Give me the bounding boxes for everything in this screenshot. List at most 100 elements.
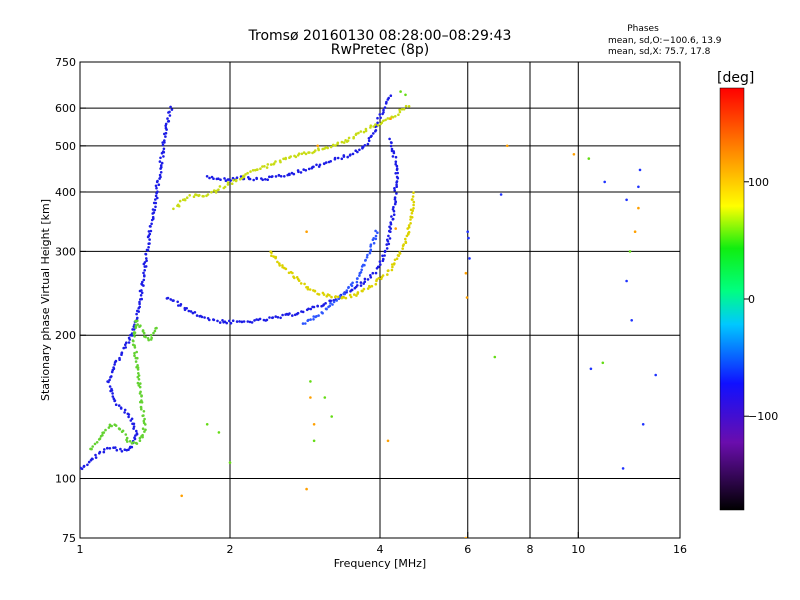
data-point	[306, 286, 310, 289]
data-point	[231, 319, 235, 323]
data-point	[106, 446, 109, 450]
data-point	[349, 295, 353, 299]
data-point	[361, 145, 365, 149]
data-point	[164, 122, 168, 126]
data-point	[135, 429, 138, 433]
data-point	[294, 155, 298, 159]
data-point	[326, 146, 330, 150]
data-point	[265, 318, 269, 322]
data-point	[176, 203, 180, 207]
data-point	[169, 298, 172, 301]
data-point	[143, 274, 146, 277]
data-point	[91, 445, 94, 448]
data-point	[291, 271, 294, 275]
data-point	[102, 450, 106, 454]
data-point	[369, 274, 372, 277]
data-point	[120, 450, 124, 453]
data-point	[370, 134, 373, 138]
data-point	[363, 144, 367, 147]
data-point	[266, 178, 270, 181]
data-point	[394, 227, 398, 230]
data-point	[391, 218, 395, 221]
y-tick-label: 500	[55, 140, 76, 153]
data-point	[86, 463, 89, 467]
data-point	[369, 243, 373, 246]
data-point	[144, 335, 147, 339]
data-point	[212, 318, 216, 322]
data-point	[308, 288, 312, 291]
colorbar-label: [deg]	[717, 70, 754, 86]
y-tick-label: 300	[55, 245, 76, 258]
data-point	[154, 201, 158, 205]
data-point	[265, 166, 269, 169]
data-point	[304, 152, 308, 156]
x-tick-label: 16	[673, 543, 687, 556]
data-point	[142, 278, 146, 282]
data-point	[141, 414, 144, 418]
data-point	[371, 271, 375, 275]
data-point	[331, 303, 334, 306]
data-point	[159, 175, 162, 179]
colorbar-tick-label: −100	[748, 410, 778, 423]
data-point	[395, 192, 398, 195]
data-point	[255, 177, 258, 181]
data-point	[114, 403, 118, 407]
data-point	[368, 251, 372, 255]
data-point	[141, 280, 144, 284]
data-point	[369, 276, 373, 279]
data-point	[407, 105, 411, 108]
data-point	[230, 182, 234, 185]
data-point	[379, 116, 382, 120]
data-point	[304, 322, 307, 325]
data-point	[380, 121, 384, 124]
data-point	[316, 144, 320, 148]
data-point	[271, 175, 274, 178]
data-point	[136, 323, 139, 326]
data-point	[336, 295, 340, 299]
x-axis-label: Frequency [MHz]	[334, 557, 426, 570]
data-point	[296, 169, 300, 172]
y-tick-label: 600	[55, 102, 76, 115]
data-point	[369, 248, 373, 252]
data-point	[407, 230, 411, 234]
data-point	[135, 350, 138, 354]
data-point	[272, 255, 276, 258]
data-point	[322, 293, 326, 296]
data-point	[391, 208, 395, 211]
data-point	[391, 265, 394, 269]
data-point	[394, 162, 398, 166]
data-point	[125, 341, 128, 345]
data-point	[317, 148, 321, 152]
data-point	[300, 152, 304, 156]
data-point	[372, 237, 376, 240]
data-point	[346, 139, 350, 142]
data-point	[391, 155, 395, 158]
data-point	[212, 177, 215, 180]
data-point	[172, 207, 175, 211]
data-point	[246, 320, 250, 323]
data-point	[333, 156, 337, 160]
data-point	[145, 257, 148, 260]
chart-title: Tromsø 20160130 08:28:00–08:29:43	[248, 28, 512, 44]
data-point	[347, 285, 350, 289]
data-point	[149, 333, 153, 337]
data-point	[383, 249, 387, 253]
data-point	[465, 296, 469, 299]
data-point	[390, 215, 393, 218]
x-axis-ticks: 1 2 4 6 8 10 16	[77, 532, 687, 556]
data-point	[374, 234, 378, 238]
data-point	[317, 314, 320, 317]
data-point	[228, 461, 232, 464]
data-point	[123, 408, 127, 412]
data-point	[115, 448, 119, 452]
data-point	[305, 230, 308, 233]
data-point	[249, 170, 252, 173]
data-point	[366, 278, 370, 281]
data-point	[274, 315, 278, 318]
data-point	[242, 175, 246, 178]
data-point	[136, 356, 139, 360]
data-point	[359, 281, 363, 284]
data-point	[270, 251, 273, 254]
data-point	[172, 299, 175, 302]
data-point	[407, 224, 411, 227]
